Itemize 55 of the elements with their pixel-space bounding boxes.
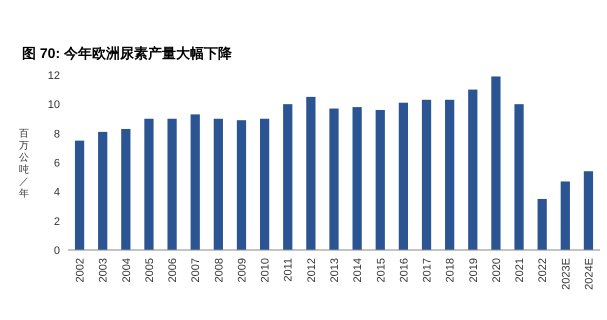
x-tick-label: 2008: [213, 258, 226, 282]
bar: [121, 128, 130, 250]
x-tick-label: 2012: [306, 258, 318, 282]
x-tick-label: 2014: [352, 258, 364, 282]
x-tick-label: 2003: [98, 258, 110, 282]
y-tick-label: 8: [54, 128, 60, 140]
bar: [398, 102, 408, 250]
bar: [560, 181, 570, 250]
y-tick-label: 12: [48, 70, 60, 82]
bar: [214, 118, 223, 250]
x-tick-label: 2022: [537, 258, 550, 282]
bar: [352, 107, 362, 250]
bar: [74, 140, 84, 250]
chart-title: 图 70: 今年欧洲尿素产量大幅下降: [22, 45, 234, 61]
bar: [376, 110, 385, 250]
bar: [283, 104, 292, 250]
x-tick-label: 2019: [468, 258, 480, 282]
x-tick-label: 2018: [444, 258, 457, 282]
x-tick-label: 2015: [375, 258, 388, 282]
x-tick-label: 2006: [167, 258, 180, 282]
bar: [98, 132, 108, 250]
bar: [329, 108, 339, 250]
bar: [422, 100, 432, 250]
y-tick-label: 2: [54, 216, 60, 228]
bar: [190, 114, 200, 250]
bar: [445, 100, 454, 250]
x-tick-label: 2013: [329, 258, 341, 282]
bar: [236, 120, 246, 250]
x-tick-label: 2017: [422, 258, 434, 282]
x-tick-label: 2011: [282, 258, 295, 282]
bar: [468, 90, 478, 250]
x-tick-label: 2007: [190, 258, 202, 282]
bar: [538, 198, 547, 250]
bar: [144, 118, 154, 250]
bar: [306, 96, 316, 250]
x-tick-label: 2016: [398, 258, 410, 282]
x-tick-label: 2024E: [583, 258, 596, 290]
x-tick-label: 2010: [260, 258, 272, 282]
x-tick-label: 2005: [144, 258, 156, 282]
y-tick-label: 4: [54, 186, 60, 199]
bar: [167, 118, 177, 250]
x-tick-label: 2009: [236, 258, 248, 282]
x-tick-label: 2004: [120, 258, 133, 282]
x-tick-label: 2020: [490, 258, 503, 282]
y-tick-label: 10: [48, 99, 60, 112]
y-tick-label: 0: [54, 245, 60, 257]
y-tick-label: 6: [54, 158, 60, 170]
x-tick-label: 2021: [514, 258, 526, 282]
y-axis-title: 百万公吨／年: [19, 128, 29, 200]
bar: [491, 76, 501, 250]
x-tick-label: 2023E: [560, 258, 572, 290]
bar: [514, 104, 524, 250]
bar: [260, 118, 270, 250]
x-tick-label: 2002: [74, 258, 87, 282]
bar: [584, 171, 594, 250]
